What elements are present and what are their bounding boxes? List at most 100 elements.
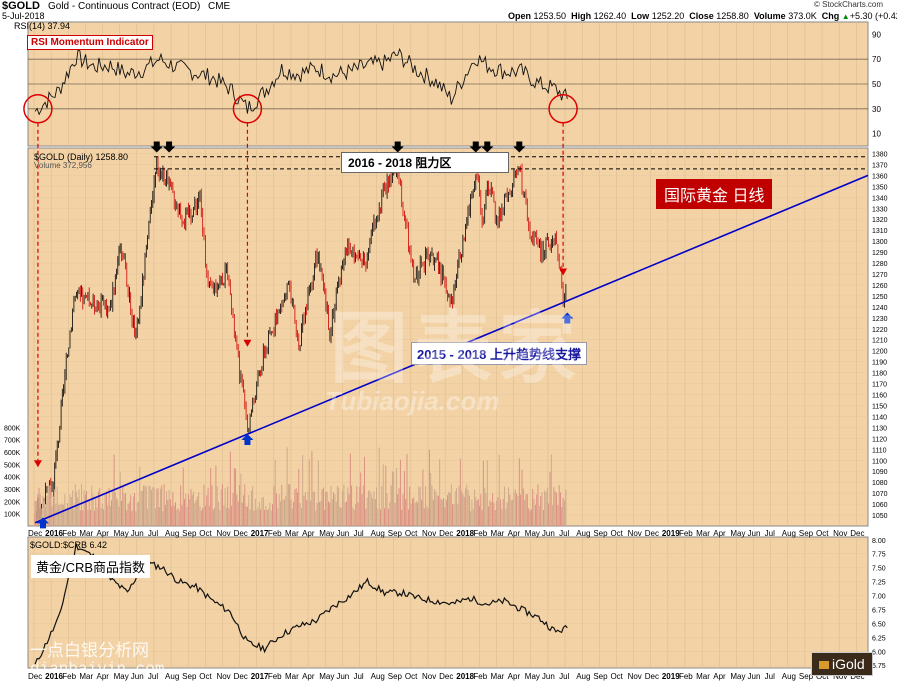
price-tick-label: 1240	[872, 305, 888, 312]
month-label: Dec	[234, 529, 248, 538]
rsi-tick-label: 10	[872, 130, 881, 139]
triangle-up-icon: ▲	[841, 12, 850, 21]
month-label: Sep	[593, 672, 608, 681]
month-label: May	[319, 529, 334, 538]
price-tick-label: 1340	[872, 195, 888, 202]
chart-description: Gold - Continuous Contract (EOD)	[48, 1, 201, 12]
ratio-tick-label: 7.50	[872, 566, 886, 573]
down-arrow-icon	[150, 141, 163, 153]
month-label: Aug	[782, 529, 796, 538]
price-tick-label: 1310	[872, 228, 888, 235]
up-arrow-icon	[36, 517, 49, 529]
price-tick-label: 1190	[872, 360, 887, 367]
month-label: Aug	[371, 529, 385, 538]
month-label: Jul	[148, 672, 158, 681]
month-label: Sep	[593, 529, 608, 538]
month-label: Nov	[216, 672, 230, 681]
month-label: Dec	[439, 672, 453, 681]
rsi-legend: RSI(14) 37.94	[14, 21, 71, 31]
month-label: Jul	[353, 672, 363, 681]
month-label: 2016	[45, 529, 63, 538]
month-label: Apr	[508, 529, 521, 538]
month-label: Nov	[628, 672, 642, 681]
red-down-arrow-icon	[33, 460, 42, 468]
month-label: Jun	[336, 672, 349, 681]
price-tick-label: 1260	[872, 283, 888, 290]
chart-symbol: $GOLD	[2, 0, 40, 12]
month-label: Aug	[165, 672, 179, 681]
month-label: Aug	[576, 672, 590, 681]
price-tick-label: 1360	[872, 173, 888, 180]
ohlc-readout: Open 1253.50 High 1262.40 Low 1252.20 Cl…	[508, 11, 897, 21]
resistance-zone-label: 2016 - 2018 阻力区	[341, 152, 509, 173]
ratio-tick-label: 6.75	[872, 607, 886, 614]
month-label: Nov	[833, 672, 847, 681]
red-down-arrow-icon	[243, 339, 252, 347]
down-arrow-icon	[513, 141, 526, 153]
ratio-panel	[27, 536, 869, 669]
month-label: 2019	[662, 529, 680, 538]
month-label: Sep	[182, 672, 197, 681]
ratio-tick-label: 6.00	[872, 649, 886, 656]
close-value: 1258.80	[716, 11, 749, 21]
volume-tick-label: 500K	[4, 462, 21, 469]
price-tick-label: 1380	[872, 151, 888, 158]
price-tick-label: 1180	[872, 371, 887, 378]
ratio-tick-label: 7.00	[872, 594, 886, 601]
rsi-tick-label: 50	[872, 80, 881, 89]
credit-text: © StockCharts.com	[814, 0, 884, 9]
month-label: Apr	[302, 672, 315, 681]
price-tick-label: 1250	[872, 294, 888, 301]
month-label: Mar	[696, 672, 710, 681]
month-label: Oct	[816, 529, 829, 538]
month-label: Aug	[371, 672, 385, 681]
month-label: Mar	[491, 529, 505, 538]
month-label: Apr	[97, 529, 110, 538]
rsi-series-line	[34, 47, 568, 116]
igold-logo: iGold	[811, 652, 873, 676]
month-label: May	[730, 672, 745, 681]
volume-value: 373.0K	[788, 11, 817, 21]
month-label: Dec	[28, 672, 42, 681]
price-tick-label: 1170	[872, 382, 887, 389]
month-label: Aug	[165, 529, 179, 538]
month-label: Oct	[405, 672, 418, 681]
month-label: Oct	[610, 529, 623, 538]
month-label: Oct	[199, 672, 212, 681]
month-label: Jul	[559, 672, 569, 681]
month-label: Dec	[28, 529, 42, 538]
month-label: Feb	[473, 672, 487, 681]
month-label: Feb	[62, 672, 76, 681]
month-label: Nov	[422, 672, 436, 681]
volume-legend: Volume 372,956	[34, 161, 92, 170]
month-label: Jun	[748, 529, 761, 538]
high-label: High	[571, 11, 592, 21]
price-tick-label: 1090	[872, 469, 888, 476]
month-label: Jul	[559, 529, 569, 538]
month-label: Sep	[388, 529, 403, 538]
price-tick-label: 1100	[872, 458, 887, 465]
month-label: Oct	[610, 672, 623, 681]
ratio-legend: $GOLD:$CRB 6.42	[30, 540, 108, 550]
price-panel	[27, 147, 869, 527]
month-label: Sep	[182, 529, 197, 538]
month-label: Feb	[679, 672, 693, 681]
month-label: Apr	[302, 529, 315, 538]
month-label: Nov	[833, 529, 847, 538]
month-label: Mar	[285, 529, 299, 538]
month-label: Aug	[782, 672, 796, 681]
volume-tick-label: 300K	[4, 487, 21, 494]
trendline-label: 2015 - 2018 上升趋势线支撑	[411, 342, 588, 365]
month-label: May	[730, 529, 745, 538]
month-label: Jul	[765, 529, 775, 538]
month-label: Nov	[216, 529, 230, 538]
price-tick-label: 1220	[872, 327, 888, 334]
month-label: May	[114, 672, 129, 681]
open-value: 1253.50	[533, 11, 567, 21]
month-label: 2016	[45, 672, 63, 681]
month-label: Sep	[799, 672, 814, 681]
month-label: Mar	[79, 529, 93, 538]
price-tick-label: 1150	[872, 403, 887, 410]
month-label: Jul	[353, 529, 363, 538]
price-tick-label: 1300	[872, 239, 888, 246]
